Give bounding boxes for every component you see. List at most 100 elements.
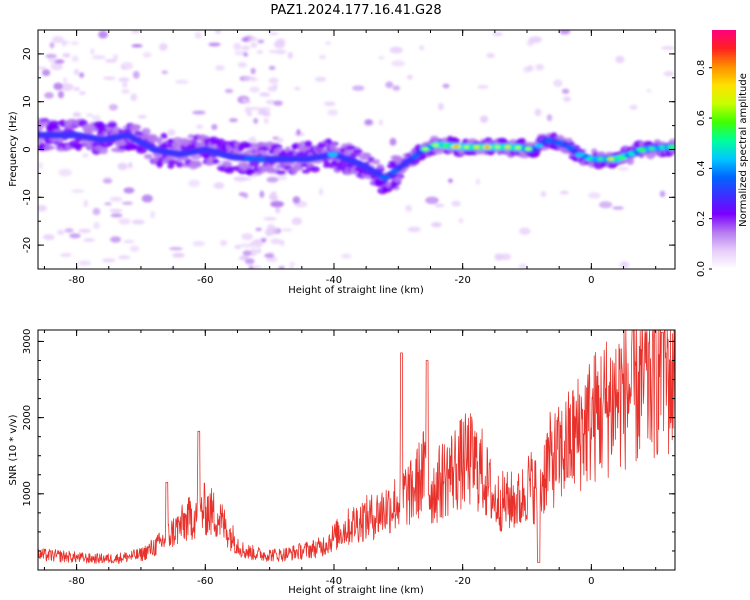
heatmap-cell (574, 152, 585, 157)
colorbar-tick-label: 0.0 (696, 261, 707, 277)
heatmap-cell (249, 86, 260, 93)
spectrogram-heatmap (38, 30, 675, 269)
heatmap-cell (215, 30, 222, 35)
heatmap-cell (325, 41, 331, 46)
heatmap-cell (226, 166, 237, 172)
heatmap-cell (255, 227, 263, 232)
heatmap-cell (371, 159, 381, 165)
y-tick-label: 3000 (22, 329, 33, 354)
heatmap-cell (91, 115, 102, 121)
heatmap-cell (92, 207, 101, 216)
heatmap-cell (256, 50, 264, 55)
heatmap-cell (213, 182, 225, 190)
heatmap-cell (175, 79, 189, 85)
x-tick-label: -60 (197, 576, 213, 587)
heatmap-cell (659, 146, 665, 150)
x-tick-label: -40 (326, 576, 342, 587)
x-tick-label: -20 (454, 275, 470, 286)
heatmap-cell (160, 132, 168, 139)
heatmap-cell (112, 53, 119, 61)
heatmap-cell (38, 162, 43, 170)
heatmap-cell (477, 85, 489, 89)
heatmap-cell (268, 65, 276, 70)
spectrogram-ylabel: Frequency (Hz) (8, 111, 19, 187)
heatmap-cell (241, 254, 248, 261)
heatmap-cell (276, 175, 288, 181)
heatmap-cell (43, 145, 55, 151)
heatmap-cell (259, 190, 265, 198)
x-tick-label: -40 (326, 275, 342, 286)
heatmap-cell (73, 87, 80, 91)
heatmap-cell (376, 164, 384, 169)
heatmap-cell (615, 55, 625, 64)
heatmap-cell (91, 55, 106, 60)
heatmap-cell (559, 30, 571, 35)
heatmap-cell (215, 65, 225, 71)
heatmap-cell (211, 123, 218, 131)
heatmap-cell (276, 137, 284, 143)
heatmap-cell (475, 178, 480, 185)
heatmap-cell (241, 233, 254, 241)
heatmap-cell (241, 45, 250, 51)
y-tick-label: -10 (22, 189, 33, 205)
heatmap-cell (131, 30, 140, 34)
heatmap-cell (352, 85, 365, 91)
heatmap-cell (250, 240, 264, 248)
heatmap-cell (561, 88, 570, 94)
heatmap-cell (559, 190, 569, 195)
heatmap-cell (405, 204, 413, 212)
heatmap-cell (128, 162, 133, 169)
heatmap-cell (464, 145, 469, 149)
heatmap-cell (71, 189, 85, 194)
heatmap-cell (269, 194, 279, 202)
heatmap-cell (249, 106, 260, 111)
heatmap-cell (118, 77, 130, 83)
heatmap-cell (369, 169, 379, 174)
heatmap-cell (257, 39, 265, 44)
snr-ylabel: SNR (10 * v/v) (8, 414, 19, 485)
heatmap-cell (316, 154, 329, 159)
heatmap-cell (451, 136, 458, 143)
heatmap-cell (291, 217, 303, 226)
heatmap-cell (474, 145, 480, 149)
heatmap-cell (410, 153, 420, 159)
heatmap-cell (192, 110, 206, 115)
heatmap-cell (61, 40, 70, 45)
heatmap-cell (266, 226, 278, 234)
heatmap-cell (443, 144, 449, 147)
heatmap-cell (272, 83, 278, 89)
heatmap-cell (479, 115, 489, 124)
heatmap-cell (448, 178, 453, 183)
heatmap-cell (323, 101, 336, 107)
heatmap-cell (132, 124, 142, 130)
heatmap-cell (188, 179, 200, 188)
heatmap-cell (53, 82, 63, 91)
heatmap-cell (526, 39, 534, 47)
heatmap-cell (293, 86, 301, 91)
heatmap-cell (117, 255, 131, 260)
heatmap-cell (263, 217, 277, 221)
heatmap-cell (301, 169, 311, 174)
heatmap-cell (121, 89, 130, 94)
heatmap-cell (38, 137, 44, 146)
x-tick-label: -80 (68, 576, 84, 587)
heatmap-cell (60, 253, 72, 257)
heatmap-cell (419, 45, 425, 51)
heatmap-cell (132, 70, 140, 79)
x-tick-label: 0 (588, 576, 594, 587)
heatmap-cell (434, 203, 445, 208)
heatmap-cell (252, 150, 260, 156)
heatmap-cell (628, 152, 634, 156)
heatmap-cell (56, 229, 65, 236)
heatmap-cell (78, 91, 86, 95)
heatmap-cell (248, 136, 257, 144)
heatmap-cell (345, 145, 357, 151)
heatmap-cell (228, 118, 238, 123)
snr-frame (37, 329, 676, 571)
heatmap-cell (175, 161, 184, 168)
heatmap-cell (618, 156, 624, 159)
heatmap-cell (392, 85, 401, 91)
heatmap-cell (149, 136, 156, 144)
heatmap-cell (554, 140, 565, 146)
heatmap-cell (378, 119, 383, 126)
